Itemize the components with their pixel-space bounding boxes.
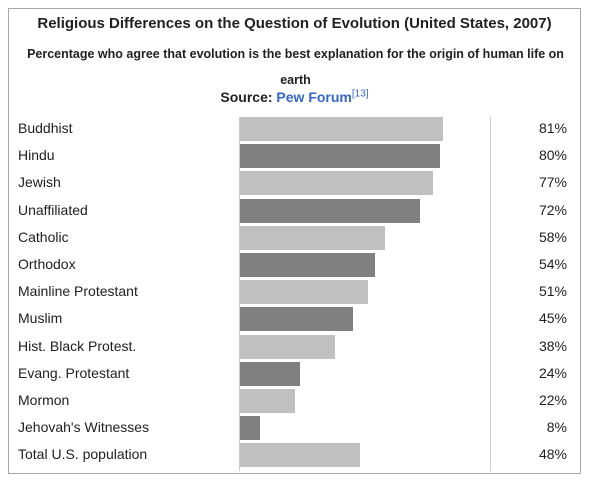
value-label: 22%: [538, 392, 567, 408]
category-label: Jewish: [18, 174, 61, 191]
value-label: 24%: [538, 364, 567, 381]
bar: [240, 280, 368, 305]
value-label: 45%: [538, 310, 567, 327]
value-label: 80%: [538, 147, 567, 164]
value-label: 8%: [546, 419, 567, 436]
category-label: Unaffiliated: [18, 201, 88, 218]
category-label: Evang. Protestant: [18, 364, 130, 381]
category-label: Catholic: [18, 228, 69, 245]
category-label: Mainline Protestant: [18, 283, 138, 300]
value-label: 48%: [538, 446, 567, 463]
category-label: Hist. Black Protest.: [18, 337, 137, 354]
bar-row: Mainline Protestant 51%: [9, 278, 580, 305]
bar: [240, 334, 335, 359]
bar-row: Jehovah's Witnesses 8%: [9, 414, 580, 441]
source-link[interactable]: Pew Forum: [276, 89, 352, 105]
bar: [240, 253, 375, 277]
bar-area-left-divider: [239, 117, 240, 471]
bar-row: Jewish 77%: [9, 169, 580, 196]
category-label: Mormon: [18, 392, 70, 408]
source-reference[interactable]: [13]: [351, 88, 369, 100]
bar-row: Mormon 22%: [9, 387, 580, 414]
bar-row: Total U.S. population 48%: [9, 441, 580, 468]
bar-row: Evang. Protestant 24%: [9, 360, 580, 387]
bar-row: Buddhist 81%: [9, 115, 580, 142]
bar-row: Orthodox 54%: [9, 251, 580, 278]
bar-row: Hist. Black Protest. 38%: [9, 333, 580, 360]
bar: [240, 307, 353, 332]
value-label: 81%: [538, 120, 567, 136]
chart-subtitle: Percentage who agree that evolution is t…: [27, 47, 564, 87]
bar-row: Hindu 80%: [9, 142, 580, 169]
bar: [240, 117, 443, 141]
bar: [240, 171, 433, 196]
chart-container: Religious Differences on the Question of…: [8, 8, 581, 474]
category-label: Hindu: [18, 147, 55, 164]
value-label: 72%: [538, 201, 567, 218]
bar: [240, 198, 420, 223]
bar-row: Muslim 45%: [9, 305, 580, 332]
category-label: Buddhist: [18, 120, 73, 136]
value-label: 38%: [538, 337, 567, 354]
value-label: 54%: [538, 256, 567, 272]
value-label: 51%: [538, 283, 567, 300]
category-label: Muslim: [18, 310, 63, 327]
category-label: Orthodox: [18, 256, 76, 272]
bar-area-right-divider: [490, 117, 491, 471]
chart-title: Religious Differences on the Question of…: [37, 15, 552, 32]
value-label: 58%: [538, 228, 567, 245]
bar-row: Unaffiliated 72%: [9, 197, 580, 224]
bar: [240, 389, 295, 413]
bar: [240, 225, 385, 250]
bar: [240, 443, 360, 468]
bar: [240, 361, 300, 386]
bar-row: Catholic 58%: [9, 224, 580, 251]
category-label: Jehovah's Witnesses: [18, 419, 150, 436]
category-label: Total U.S. population: [18, 446, 148, 463]
chart-source: Source: Pew Forum[13]: [9, 88, 580, 106]
bar: [240, 144, 440, 169]
source-prefix: Source:: [220, 89, 277, 105]
bar: [240, 416, 260, 441]
value-label: 77%: [538, 174, 567, 191]
